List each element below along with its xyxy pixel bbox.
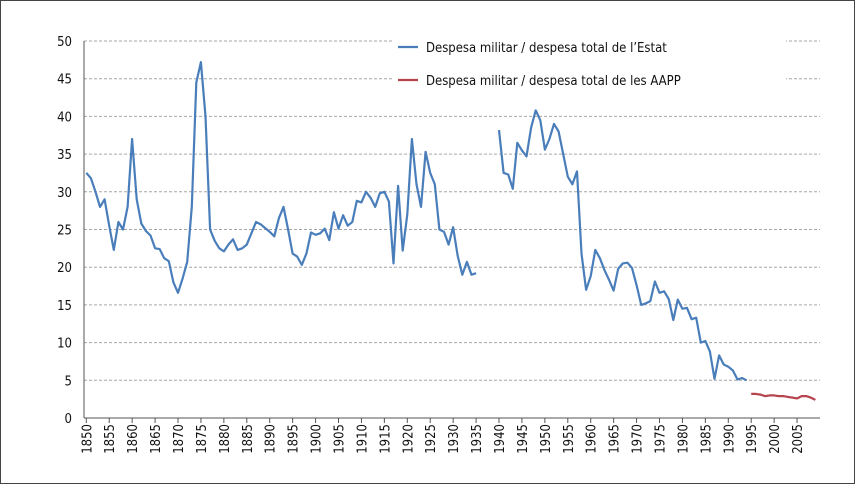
y-tick-label: 50 [57, 35, 72, 50]
x-tick-label: 1930 [447, 424, 462, 454]
x-tick-label: 1915 [378, 424, 393, 454]
y-tick-label: 40 [57, 110, 72, 125]
y-tick-label: 15 [57, 299, 72, 314]
y-tick-label: 45 [57, 73, 72, 88]
y-tick-label: 20 [57, 261, 72, 276]
x-tick-label: 1995 [745, 424, 760, 454]
x-tick-label: 1885 [241, 424, 256, 454]
y-tick-label: 0 [65, 412, 72, 427]
series-line [751, 392, 816, 401]
y-tick-label: 35 [57, 148, 72, 163]
y-tick-label: 30 [57, 186, 72, 201]
x-tick-label: 1990 [722, 424, 737, 454]
x-tick-label: 1920 [401, 424, 416, 454]
x-tick-label: 1960 [585, 424, 600, 454]
x-tick-label: 1950 [539, 424, 554, 454]
x-tick-label: 1900 [310, 424, 325, 454]
x-tick-label: 1890 [264, 424, 279, 454]
x-tick-label: 1945 [516, 424, 531, 454]
x-tick-label: 1955 [562, 424, 577, 454]
y-tick-label: 10 [57, 337, 72, 352]
y-tick-label: 5 [65, 374, 72, 389]
x-tick-label: 1940 [493, 424, 508, 454]
x-tick-label: 1850 [80, 424, 95, 454]
x-tick-label: 1860 [126, 424, 141, 454]
x-tick-label: 1880 [218, 424, 233, 454]
legend-label: Despesa militar / despesa total de l’Est… [426, 41, 667, 56]
x-tick-label: 1985 [699, 424, 714, 454]
x-tick-label: 1970 [631, 424, 646, 454]
x-tick-label: 1905 [333, 424, 348, 454]
series-line [85, 61, 748, 382]
x-tick-label: 1875 [195, 424, 210, 454]
legend-label: Despesa militar / despesa total de les A… [426, 74, 681, 89]
x-tick-label: 1965 [608, 424, 623, 454]
x-tick-label: 1870 [172, 424, 187, 454]
legend-bg [394, 37, 786, 57]
x-tick-label: 1975 [654, 424, 669, 454]
x-tick-label: 1910 [355, 424, 370, 454]
x-tick-label: 1895 [287, 424, 302, 454]
x-tick-label: 1865 [149, 424, 164, 454]
x-tick-label: 2005 [791, 424, 806, 454]
x-tick-label: 1935 [470, 424, 485, 454]
y-tick-label: 25 [57, 224, 72, 239]
x-tick-label: 1980 [676, 424, 691, 454]
legend-bg [394, 70, 786, 90]
x-tick-label: 1925 [424, 424, 439, 454]
x-tick-label: 2000 [768, 424, 783, 454]
x-tick-label: 1855 [103, 424, 118, 454]
